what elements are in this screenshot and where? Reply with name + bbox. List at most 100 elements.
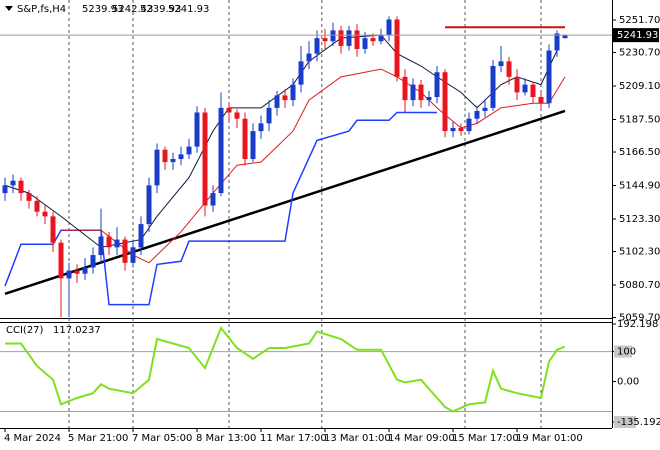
candle-body bbox=[234, 112, 240, 119]
candle-body bbox=[202, 112, 208, 206]
candle-body bbox=[466, 118, 472, 132]
candle-body bbox=[482, 107, 488, 111]
y-tick-label: 5209.10 bbox=[619, 81, 660, 92]
candle-body bbox=[370, 38, 376, 42]
candle-body bbox=[106, 236, 112, 248]
candle-body bbox=[130, 247, 136, 263]
candle-body bbox=[538, 97, 544, 104]
candle-body bbox=[90, 255, 96, 268]
candle-body bbox=[434, 72, 440, 98]
candle-body bbox=[242, 118, 248, 159]
x-tick-label: 19 Mar 01:00 bbox=[516, 433, 583, 444]
y-tick-box bbox=[614, 345, 632, 358]
indicator-line bbox=[4, 111, 437, 306]
candle-body bbox=[34, 200, 40, 212]
candle-body bbox=[10, 180, 16, 186]
x-tick-label: 15 Mar 17:00 bbox=[452, 433, 519, 444]
candle-body bbox=[274, 95, 280, 108]
cci-line bbox=[5, 325, 566, 413]
y-tick-label: -135.1923 bbox=[617, 417, 660, 428]
x-tick-label: 13 Mar 01:00 bbox=[324, 433, 391, 444]
candle-body bbox=[522, 84, 528, 93]
candle-body bbox=[98, 236, 104, 256]
candle-body bbox=[154, 149, 160, 186]
high-value: 5242.43 bbox=[112, 4, 153, 15]
candle-body bbox=[314, 38, 320, 54]
candle-body bbox=[498, 61, 504, 67]
candle-body bbox=[378, 35, 384, 42]
y-tick-label: 5251.70 bbox=[619, 15, 660, 26]
x-tick-label: 5 Mar 21:00 bbox=[68, 433, 128, 444]
candle-body bbox=[266, 107, 272, 124]
candle-body bbox=[338, 30, 344, 46]
candle-body bbox=[506, 61, 512, 77]
candle-body bbox=[122, 239, 128, 263]
indicator-line bbox=[4, 109, 566, 296]
candle-body bbox=[18, 180, 24, 194]
candle-body bbox=[186, 146, 192, 155]
candle-body bbox=[50, 216, 56, 243]
candle-body bbox=[258, 123, 264, 132]
y-tick-label: 192.198 bbox=[617, 319, 658, 330]
close-value: 5241.93 bbox=[168, 4, 209, 15]
candle-body bbox=[386, 19, 392, 36]
candle-body bbox=[354, 30, 360, 49]
candle-body bbox=[322, 38, 328, 42]
y-tick-box bbox=[614, 416, 636, 428]
candle-body bbox=[170, 159, 176, 163]
candle-body bbox=[210, 193, 216, 206]
candle-body bbox=[218, 107, 224, 194]
y-tick-label: 5230.70 bbox=[619, 48, 660, 59]
x-tick-label: 11 Mar 17:00 bbox=[260, 433, 327, 444]
low-value: 5239.93 bbox=[140, 4, 181, 15]
y-tick-label: 5166.50 bbox=[619, 147, 660, 158]
candle-body bbox=[114, 239, 120, 248]
candle-body bbox=[562, 35, 568, 39]
candle-body bbox=[194, 112, 200, 147]
candle-body bbox=[346, 30, 352, 46]
candle-body bbox=[42, 211, 48, 217]
y-tick-label: 0.00 bbox=[617, 377, 639, 388]
y-tick-label: 100 bbox=[617, 347, 636, 358]
candle-body bbox=[530, 84, 536, 98]
price-box bbox=[613, 28, 659, 43]
candle-body bbox=[226, 107, 232, 113]
y-tick-label: 5080.70 bbox=[619, 280, 660, 291]
candle-body bbox=[426, 97, 432, 101]
candle-body bbox=[250, 131, 256, 159]
candle-body bbox=[282, 95, 288, 101]
candle-body bbox=[290, 84, 296, 101]
open-value: 5239.93 bbox=[82, 4, 123, 15]
candle-body bbox=[146, 185, 152, 225]
cci-value: 117.0237 bbox=[53, 325, 101, 336]
y-tick-label: 5144.90 bbox=[619, 181, 660, 192]
candle-body bbox=[442, 72, 448, 132]
candle-body bbox=[410, 84, 416, 101]
candle-body bbox=[554, 33, 560, 51]
x-tick-label: 8 Mar 13:00 bbox=[196, 433, 256, 444]
frame bbox=[0, 0, 613, 429]
candle-body bbox=[58, 242, 64, 279]
candle-body bbox=[178, 154, 184, 159]
candle-body bbox=[450, 128, 456, 132]
y-tick-label: 5102.30 bbox=[619, 247, 660, 258]
candle-body bbox=[362, 38, 368, 49]
indicator-line bbox=[61, 68, 566, 264]
candle-body bbox=[82, 267, 88, 274]
candle-body bbox=[162, 149, 168, 163]
candle-body bbox=[490, 66, 496, 108]
candle-body bbox=[514, 76, 520, 93]
candle-body bbox=[138, 224, 144, 248]
x-tick-label: 7 Mar 05:00 bbox=[132, 433, 192, 444]
candle-body bbox=[306, 53, 312, 62]
candle-body bbox=[546, 50, 552, 104]
y-tick-label: 5059.70 bbox=[619, 313, 660, 324]
cci-title: CCI(27) bbox=[6, 325, 44, 336]
candle-body bbox=[2, 185, 8, 194]
current-price: 5241.93 bbox=[617, 30, 658, 41]
candle-body bbox=[74, 270, 80, 274]
candle-body bbox=[474, 110, 480, 119]
candle-body bbox=[66, 270, 72, 279]
